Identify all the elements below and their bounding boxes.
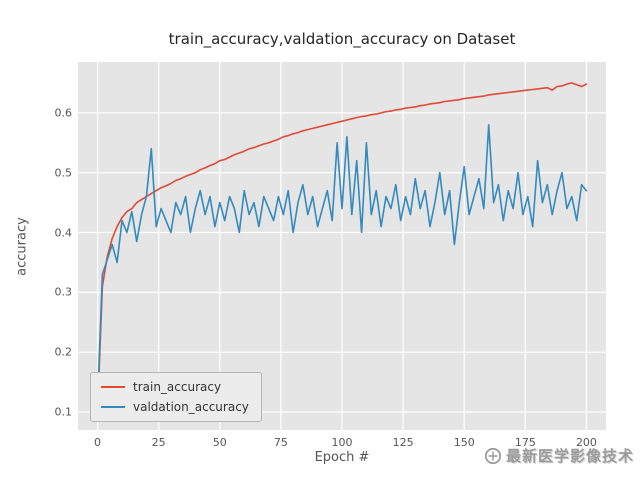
- legend-label-validation: valdation_accuracy: [133, 400, 249, 414]
- legend: train_accuracy valdation_accuracy: [90, 372, 262, 422]
- y-tick-label: 0.2: [54, 345, 73, 359]
- train-line-swatch: [101, 385, 125, 389]
- plot-area: train_accuracy valdation_accuracy: [78, 62, 606, 430]
- y-tick-label: 0.3: [54, 285, 73, 299]
- legend-label-train: train_accuracy: [133, 380, 222, 394]
- y-tick-label: 0.4: [54, 226, 73, 240]
- watermark: 最新医学影像技术: [484, 445, 634, 466]
- x-tick-label: 200: [575, 436, 597, 449]
- validation-line-swatch: [101, 405, 125, 409]
- y-tick-label: 0.5: [54, 166, 73, 180]
- legend-entry-validation: valdation_accuracy: [101, 400, 249, 414]
- x-tick-label: 175: [514, 436, 536, 449]
- x-tick-label: 75: [273, 436, 288, 449]
- x-tick-label: 25: [151, 436, 166, 449]
- x-tick-label: 0: [94, 436, 102, 449]
- y-axis-label: accuracy: [14, 217, 30, 276]
- x-tick-label: 100: [331, 436, 353, 449]
- plot-svg: [78, 62, 606, 430]
- y-tick-label: 0.1: [54, 405, 73, 419]
- x-axis-label: Epoch #: [314, 450, 370, 465]
- legend-entry-train: train_accuracy: [101, 380, 249, 394]
- x-tick-label: 150: [453, 436, 475, 449]
- watermark-text: 最新医学影像技术: [505, 447, 634, 465]
- circle-logo-icon: [484, 447, 502, 464]
- x-tick-label: 125: [392, 436, 414, 449]
- chart-title: train_accuracy,valdation_accuracy on Dat…: [168, 30, 516, 48]
- y-tick-label: 0.6: [54, 106, 73, 120]
- x-tick-label: 50: [212, 436, 227, 449]
